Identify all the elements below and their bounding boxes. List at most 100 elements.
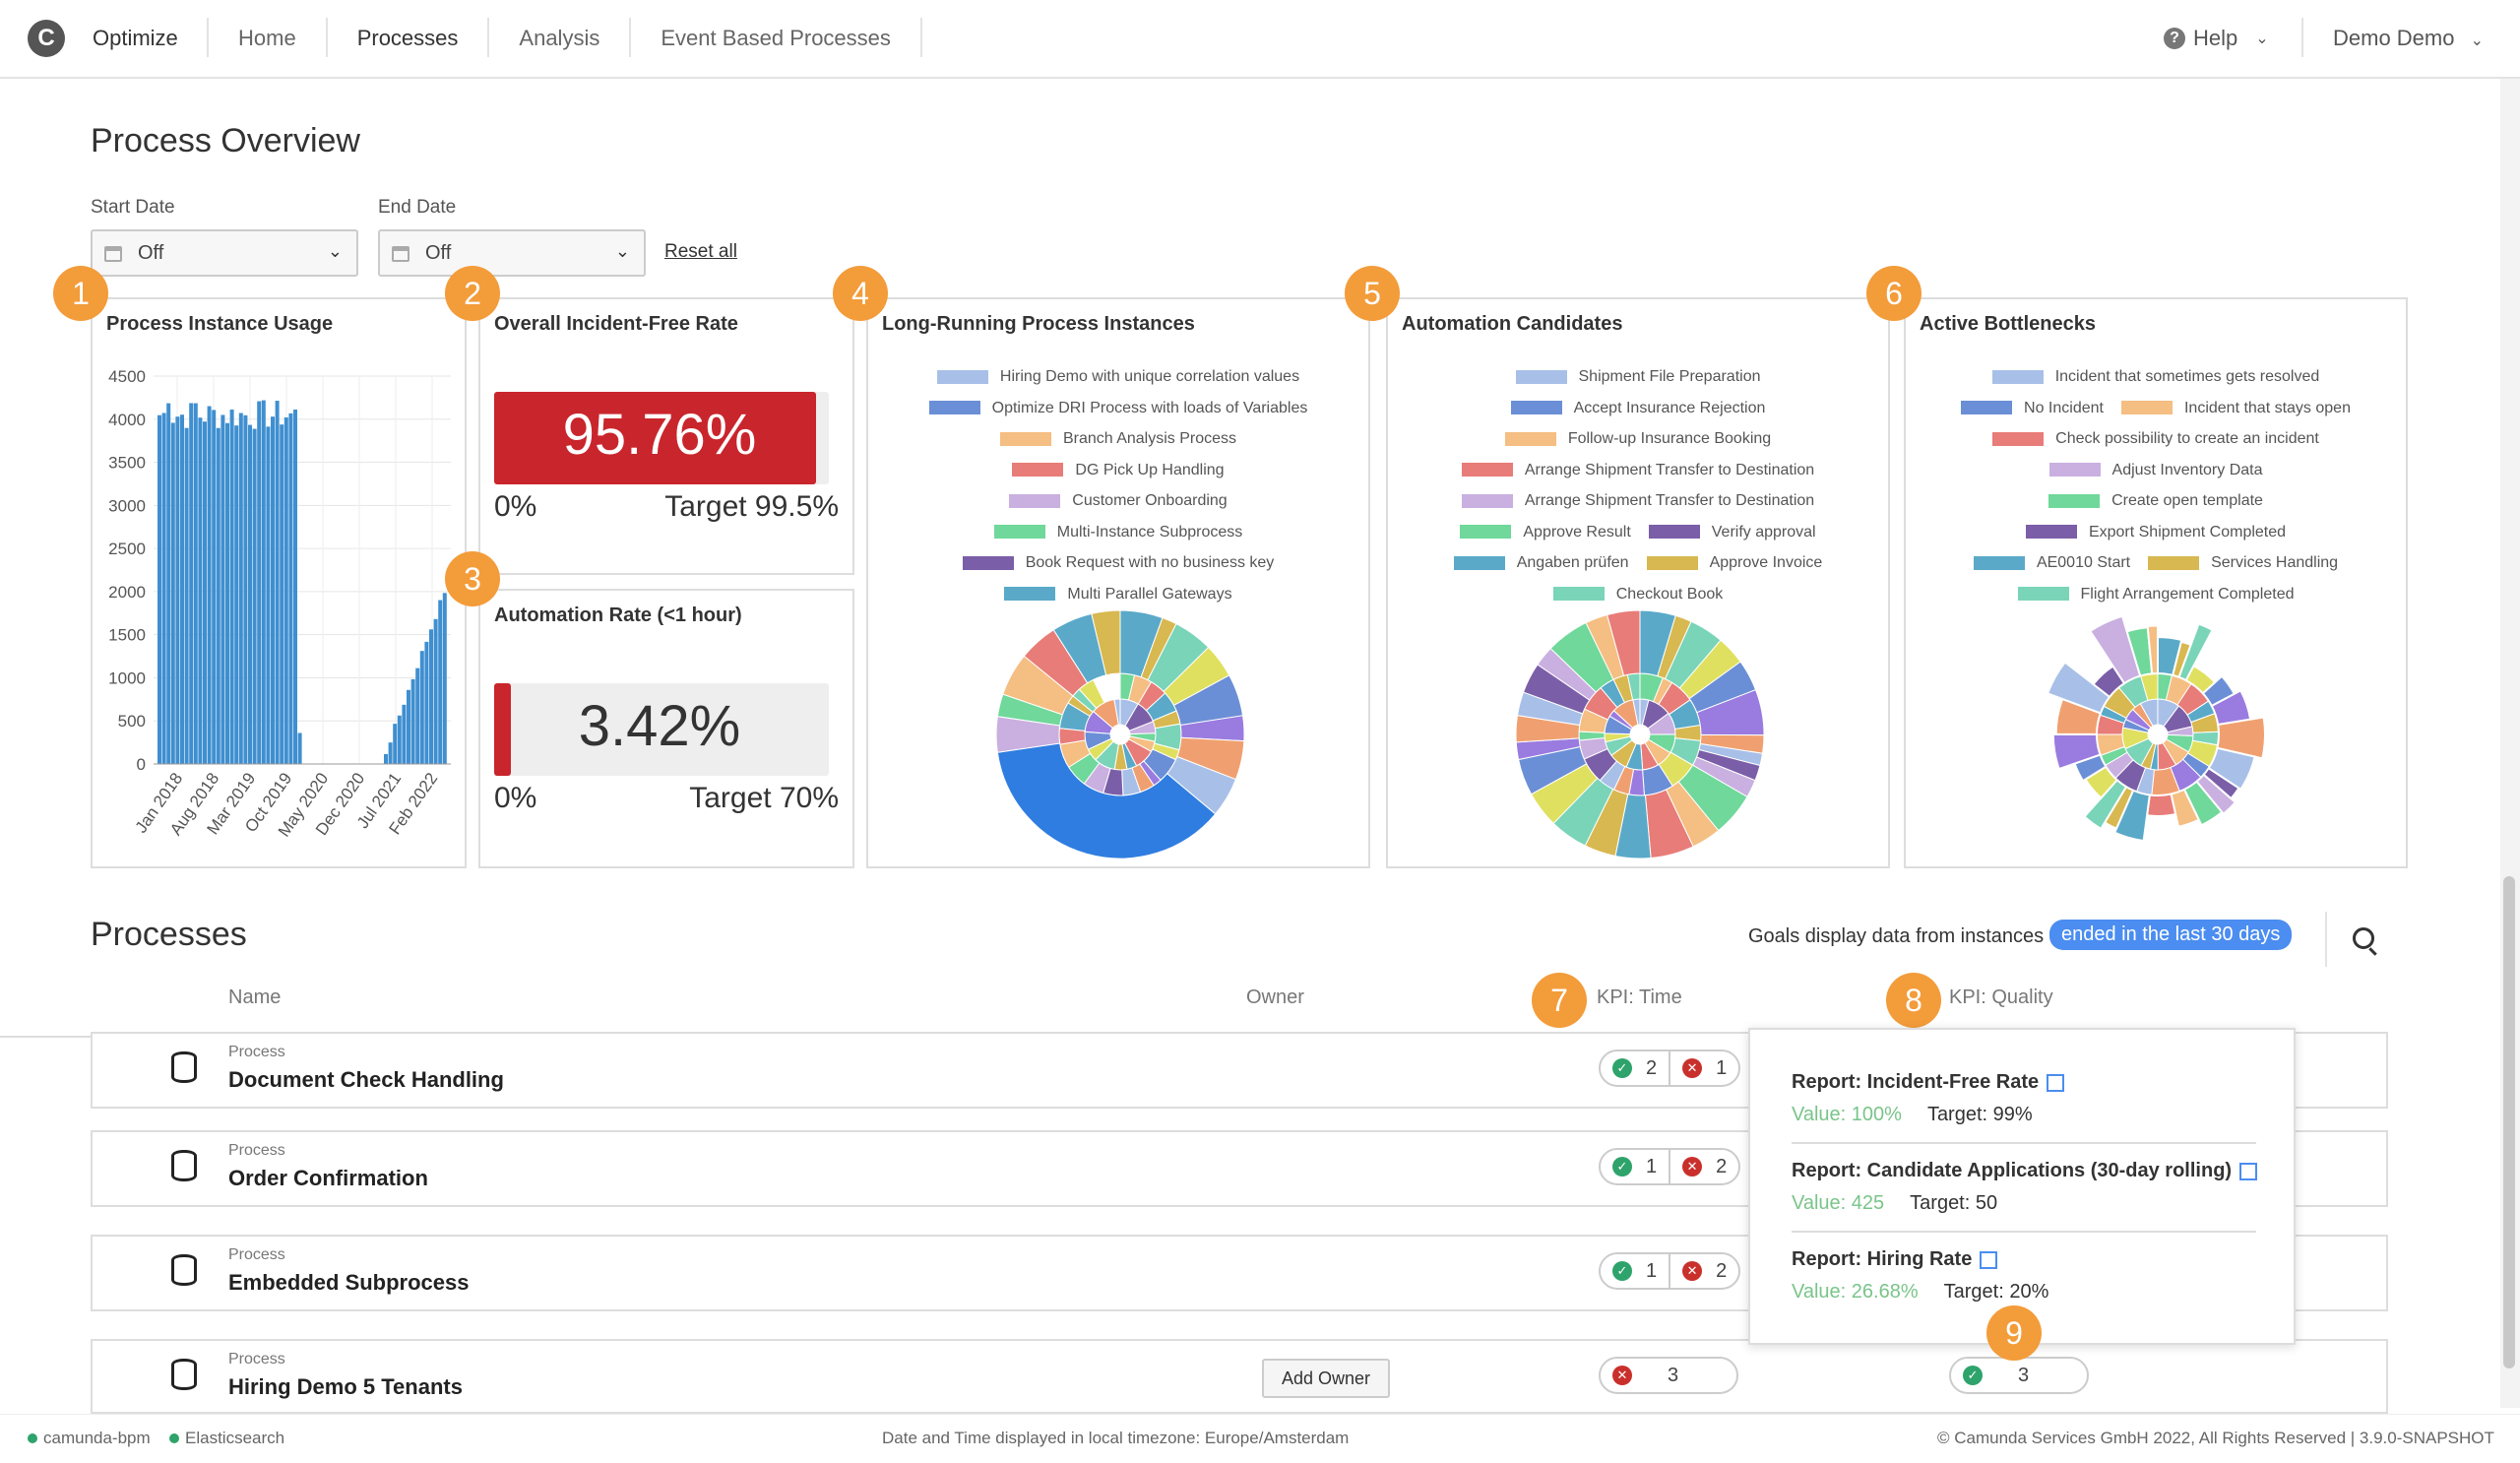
report-title-link[interactable]: Report: Incident-Free Rate	[1792, 1071, 2040, 1093]
app-name[interactable]: Optimize	[93, 26, 178, 50]
pie-slice[interactable]	[2146, 624, 2159, 675]
incident-free-rate-card[interactable]: Overall Incident-Free Rate 95.76% 0% Tar…	[478, 297, 854, 575]
legend-item[interactable]: Multi-Instance Subprocess	[993, 524, 1242, 541]
legend-item[interactable]: Verify approval	[1648, 524, 1816, 541]
legend-label: Arrange Shipment Transfer to Destination	[1524, 461, 1815, 478]
legend-item[interactable]: DG Pick Up Handling	[1012, 462, 1225, 478]
chevron-down-icon: ⌄	[2255, 31, 2269, 47]
column-header-kpi-quality[interactable]: KPI: Quality	[1949, 986, 2053, 1008]
report-title-link[interactable]: Report: Hiring Rate	[1792, 1248, 1973, 1270]
y-tick-label: 3500	[108, 454, 146, 473]
process-name[interactable]: Document Check Handling	[228, 1067, 504, 1092]
camunda-logo-icon[interactable]: C	[28, 20, 65, 57]
legend-label: Accept Insurance Rejection	[1573, 399, 1766, 416]
legend-item[interactable]: Hiring Demo with unique correlation valu…	[936, 368, 1299, 385]
legend-item[interactable]: Accept Insurance Rejection	[1510, 399, 1766, 416]
pie-slice[interactable]	[1606, 609, 1641, 676]
pie-slice[interactable]	[1091, 609, 1121, 676]
card-title: Overall Incident-Free Rate	[494, 313, 738, 335]
help-menu[interactable]: ? Help ⌄	[2164, 26, 2269, 51]
legend-swatch	[962, 555, 1014, 570]
legend-item[interactable]: Shipment File Preparation	[1515, 368, 1760, 385]
legend-item[interactable]: Services Handling	[2148, 554, 2338, 571]
legend-item[interactable]: Angaben prüfen	[1453, 554, 1629, 571]
legend-item[interactable]: Branch Analysis Process	[999, 430, 1237, 447]
usage-bar	[275, 401, 280, 764]
legend-item[interactable]: Book Request with no business key	[962, 554, 1274, 571]
automation-candidates-card[interactable]: Automation Candidates Shipment File Prep…	[1386, 297, 1890, 868]
external-link-icon[interactable]	[2239, 1162, 2258, 1180]
pie-slice[interactable]	[2046, 661, 2111, 715]
legend-item[interactable]: Optimize DRI Process with loads of Varia…	[928, 400, 1307, 416]
legend-label: Branch Analysis Process	[1062, 430, 1237, 447]
process-name[interactable]: Embedded Subprocess	[228, 1270, 470, 1295]
legend-swatch	[1009, 493, 1061, 508]
pie-slice[interactable]	[1113, 698, 1121, 726]
legend-item[interactable]: Create open template	[2048, 492, 2263, 509]
divider	[1792, 1142, 2256, 1144]
search-icon[interactable]	[2353, 927, 2374, 949]
kpi-time-pill[interactable]: ✓ 1 ✕ 2	[1599, 1148, 1741, 1185]
reset-all-link[interactable]: Reset all	[664, 241, 737, 262]
db-status: Elasticsearch	[169, 1429, 284, 1448]
legend-item[interactable]: Follow-up Insurance Booking	[1504, 430, 1772, 447]
legend-label: Follow-up Insurance Booking	[1567, 430, 1772, 447]
annotation-badge-8: 8	[1886, 973, 1941, 1028]
column-header-kpi-time[interactable]: KPI: Time	[1597, 986, 1682, 1008]
nav-event-based-processes[interactable]: Event Based Processes	[629, 18, 922, 57]
table-row[interactable]: Process Hiring Demo 5 Tenants Add Owner …	[91, 1339, 2388, 1414]
nav-analysis[interactable]: Analysis	[487, 18, 629, 57]
legend-item[interactable]: Checkout Book	[1552, 586, 1723, 603]
active-bottlenecks-card[interactable]: Active Bottlenecks Incident that sometim…	[1904, 297, 2408, 868]
legend-item[interactable]: Approve Invoice	[1646, 554, 1822, 571]
usage-bar	[429, 629, 433, 764]
main-nav: Home Processes Analysis Event Based Proc…	[207, 18, 922, 57]
long-running-instances-card[interactable]: Long-Running Process Instances Hiring De…	[866, 297, 1370, 868]
legend-item[interactable]: Approve Result	[1460, 524, 1631, 541]
column-header-owner[interactable]: Owner	[1246, 986, 1304, 1008]
legend-item[interactable]: Incident that stays open	[2120, 400, 2351, 416]
process-name[interactable]: Order Confirmation	[228, 1166, 428, 1190]
start-date-select[interactable]: Off ⌄	[91, 229, 358, 277]
goals-timeframe-pill[interactable]: ended in the last 30 days	[2049, 920, 2293, 950]
external-link-icon[interactable]	[1980, 1250, 1998, 1269]
kpi-quality-pill[interactable]: ✓ 3	[1949, 1357, 2089, 1394]
process-name[interactable]: Hiring Demo 5 Tenants	[228, 1374, 463, 1399]
legend-item[interactable]: Customer Onboarding	[1009, 492, 1228, 509]
nav-home[interactable]: Home	[207, 18, 326, 57]
pie-slice[interactable]	[2145, 793, 2177, 817]
automation-rate-card[interactable]: Automation Rate (<1 hour) 3.42% 0% Targe…	[478, 589, 854, 868]
row-type: Process	[228, 1142, 285, 1159]
annotation-badge-5: 5	[1345, 266, 1400, 321]
scrollbar-thumb[interactable]	[2503, 876, 2515, 1368]
legend-item[interactable]: Arrange Shipment Transfer to Destination	[1461, 461, 1815, 478]
user-menu[interactable]: Demo Demo ⌄	[2301, 18, 2484, 57]
add-owner-button[interactable]: Add Owner	[1262, 1359, 1391, 1398]
legend-item[interactable]: No Incident	[1961, 400, 2104, 416]
kpi-time-pill[interactable]: ✓ 1 ✕ 2	[1599, 1252, 1741, 1290]
end-date-select[interactable]: Off ⌄	[378, 229, 646, 277]
legend-item[interactable]: Arrange Shipment Transfer to Destination	[1461, 492, 1814, 509]
kpi-time-pill[interactable]: ✕ 3	[1599, 1357, 1738, 1394]
report-title-link[interactable]: Report: Candidate Applications (30-day r…	[1792, 1160, 2233, 1181]
legend-item[interactable]: Multi Parallel Gateways	[1004, 586, 1232, 603]
legend-swatch	[1552, 587, 1605, 602]
column-header-name[interactable]: Name	[228, 986, 282, 1008]
usage-bar	[216, 427, 220, 764]
check-icon: ✓	[1612, 1261, 1632, 1281]
legend-item[interactable]: AE0010 Start	[1973, 554, 2130, 571]
legend-item[interactable]: Incident that sometimes gets resolved	[1991, 368, 2319, 385]
legend-item[interactable]: Export Shipment Completed	[2025, 524, 2286, 541]
legend-item[interactable]: Flight Arrangement Completed	[2017, 586, 2295, 603]
legend-swatch	[1510, 401, 1562, 415]
report-value: Value: 100%	[1792, 1104, 1902, 1125]
legend-row: Arrange Shipment Transfer to Destination	[1388, 462, 1888, 479]
nav-processes[interactable]: Processes	[325, 18, 488, 57]
process-instance-usage-card[interactable]: Process Instance Usage 4500 4000 3500 3000 2…	[91, 297, 467, 868]
usage-bar	[442, 593, 447, 764]
pie-slice[interactable]	[996, 742, 1217, 859]
legend-item[interactable]: Check possibility to create an incident	[1992, 430, 2319, 447]
legend-item[interactable]: Adjust Inventory Data	[2048, 462, 2262, 478]
kpi-time-pill[interactable]: ✓ 2 ✕ 1	[1599, 1050, 1741, 1087]
external-link-icon[interactable]	[2047, 1073, 2065, 1092]
